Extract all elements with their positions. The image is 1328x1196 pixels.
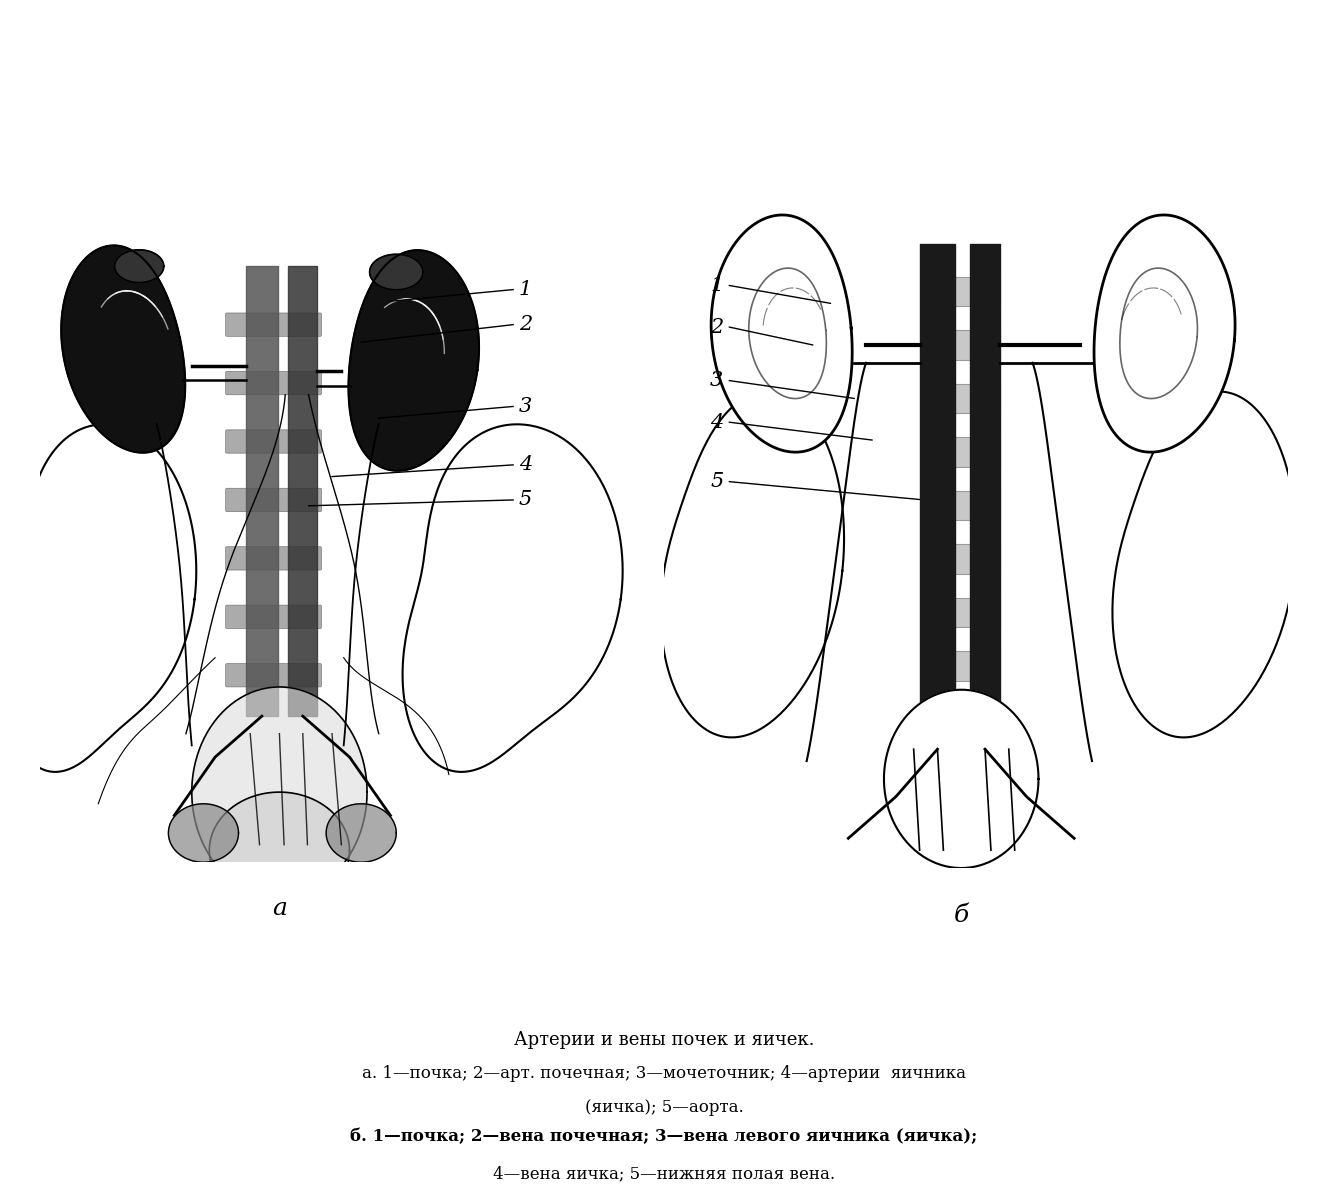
Text: (яичка); 5—аорта.: (яичка); 5—аорта. (584, 1099, 744, 1116)
FancyBboxPatch shape (226, 313, 321, 336)
Polygon shape (369, 255, 422, 289)
Polygon shape (710, 215, 853, 452)
Bar (935, 330, 1000, 360)
Text: 2: 2 (519, 316, 533, 334)
Text: б: б (954, 904, 969, 927)
Text: 4: 4 (710, 413, 724, 432)
Polygon shape (1094, 215, 1235, 452)
Polygon shape (884, 690, 1038, 868)
Polygon shape (169, 804, 239, 862)
Polygon shape (4, 425, 197, 771)
Bar (935, 276, 1000, 306)
Bar (935, 598, 1000, 627)
Text: 4—вена яичка; 5—нижняя полая вена.: 4—вена яичка; 5—нижняя полая вена. (493, 1165, 835, 1183)
FancyBboxPatch shape (226, 488, 321, 512)
Polygon shape (1113, 391, 1296, 738)
Text: 5: 5 (710, 472, 724, 492)
Polygon shape (660, 391, 845, 738)
FancyBboxPatch shape (226, 372, 321, 395)
Text: 1: 1 (519, 280, 533, 299)
Text: 3: 3 (519, 397, 533, 416)
Bar (935, 490, 1000, 520)
Text: Артерии и вены почек и яичек.: Артерии и вены почек и яичек. (514, 1031, 814, 1049)
Polygon shape (61, 245, 185, 453)
Text: 5: 5 (519, 490, 533, 509)
Text: а. 1—почка; 2—арт. почечная; 3—мочеточник; 4—артерии  яичника: а. 1—почка; 2—арт. почечная; 3—мочеточни… (363, 1066, 965, 1082)
Polygon shape (348, 250, 479, 471)
Polygon shape (114, 250, 163, 282)
Text: б. 1—почка; 2—вена почечная; 3—вена левого яичника (яичка);: б. 1—почка; 2—вена почечная; 3—вена лево… (351, 1128, 977, 1145)
Bar (935, 704, 1000, 734)
Bar (935, 544, 1000, 574)
Polygon shape (402, 425, 623, 771)
Bar (935, 384, 1000, 414)
Bar (935, 651, 1000, 681)
Polygon shape (210, 792, 349, 909)
FancyBboxPatch shape (226, 547, 321, 570)
Bar (935, 437, 1000, 466)
FancyBboxPatch shape (226, 605, 321, 628)
FancyBboxPatch shape (226, 429, 321, 453)
FancyBboxPatch shape (226, 664, 321, 687)
Text: 3: 3 (710, 371, 724, 390)
Text: 2: 2 (710, 318, 724, 336)
Text: а: а (272, 897, 287, 921)
Polygon shape (191, 687, 367, 897)
Polygon shape (327, 804, 396, 862)
Text: 1: 1 (710, 276, 724, 295)
Text: 4: 4 (519, 456, 533, 475)
